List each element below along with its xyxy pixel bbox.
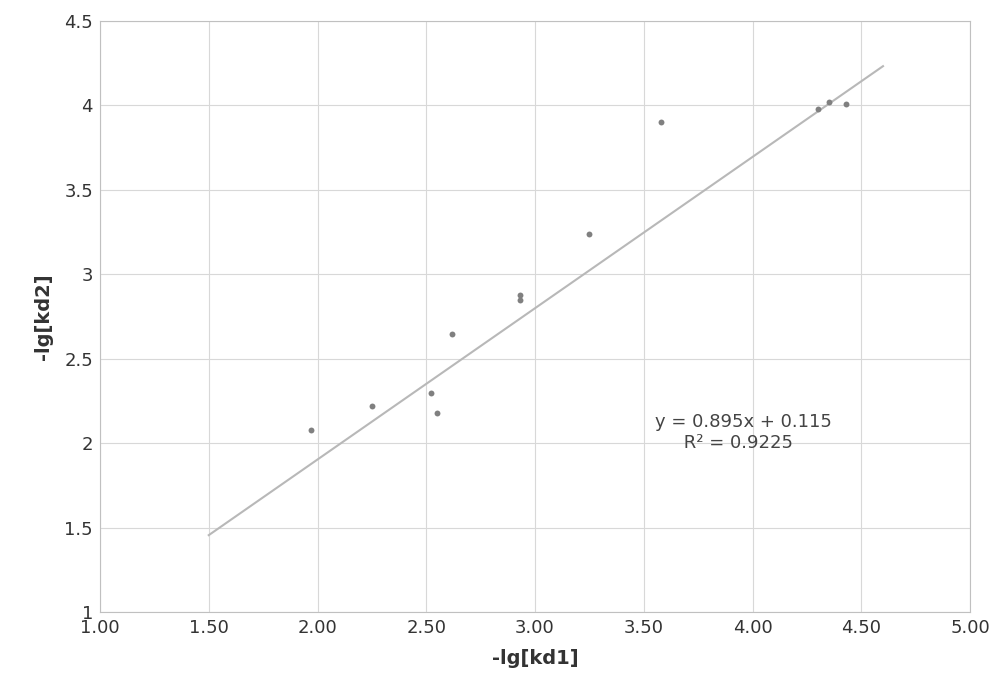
Point	[512, 294, 528, 306]
X-axis label: -lg[kd1]: -lg[kd1]	[492, 649, 578, 667]
Point	[364, 401, 380, 412]
Point	[423, 387, 439, 398]
Point	[821, 97, 837, 108]
Point	[838, 98, 854, 109]
Point	[303, 425, 319, 436]
Y-axis label: -lg[kd2]: -lg[kd2]	[34, 274, 53, 360]
Point	[429, 407, 445, 418]
Point	[581, 228, 597, 239]
Text: y = 0.895x + 0.115
     R² = 0.9225: y = 0.895x + 0.115 R² = 0.9225	[655, 413, 832, 452]
Point	[444, 328, 460, 339]
Point	[512, 289, 528, 300]
Point	[810, 103, 826, 114]
Point	[653, 117, 669, 128]
